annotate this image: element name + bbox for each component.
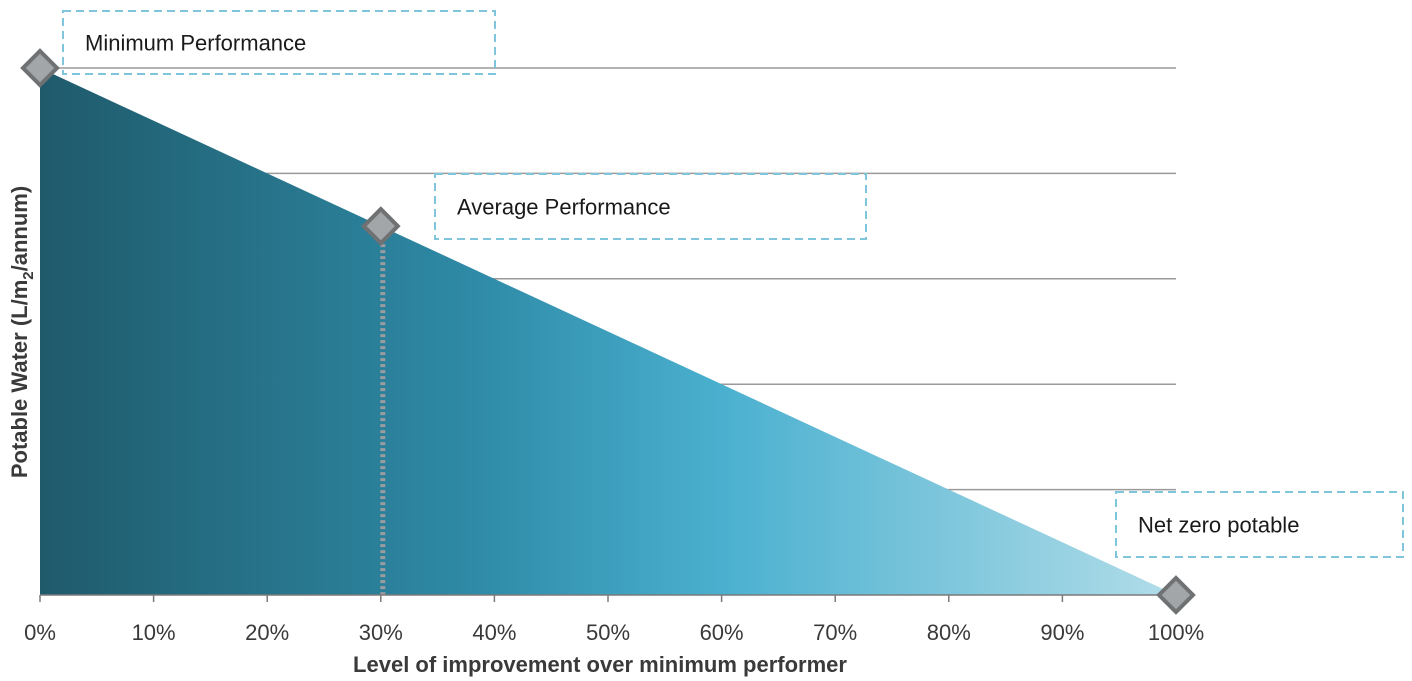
x-tick-label: 80% bbox=[927, 620, 971, 645]
x-tick-label: 90% bbox=[1040, 620, 1084, 645]
callout-box bbox=[62, 10, 496, 75]
x-axis: 0% 10% 20% 30% 40% 50% 60% 70% 80% 90% 100% bbox=[24, 594, 1204, 645]
x-tick-label: 60% bbox=[700, 620, 744, 645]
area-series bbox=[40, 68, 1176, 595]
x-tick-label: 10% bbox=[132, 620, 176, 645]
x-tick-label: 20% bbox=[245, 620, 289, 645]
diamond-marker bbox=[360, 206, 401, 246]
plot-area bbox=[40, 68, 1176, 595]
callout-label: Net zero potable bbox=[1138, 513, 1299, 538]
x-tick-label: 100% bbox=[1148, 620, 1204, 645]
x-tick-label: 0% bbox=[24, 620, 56, 645]
callouts: Minimum Performance Average Performance Ne… bbox=[62, 10, 1404, 558]
x-axis-title: Level of improvement over minimum perfor… bbox=[353, 652, 847, 677]
diamond-marker bbox=[20, 48, 60, 88]
x-tick-label: 30% bbox=[359, 620, 403, 645]
diamond-marker bbox=[1156, 575, 1196, 615]
y-axis-title: Potable Water (L/m2/annum) bbox=[7, 186, 37, 478]
x-tick-label: 50% bbox=[586, 620, 630, 645]
x-tick-label: 70% bbox=[813, 620, 857, 645]
callout-label: Average Performance bbox=[457, 195, 671, 220]
callout-label: Minimum Performance bbox=[85, 31, 306, 56]
x-tick-label: 40% bbox=[472, 620, 516, 645]
callout-box bbox=[1115, 491, 1404, 558]
callout-box bbox=[434, 173, 867, 240]
markers bbox=[20, 48, 1196, 615]
